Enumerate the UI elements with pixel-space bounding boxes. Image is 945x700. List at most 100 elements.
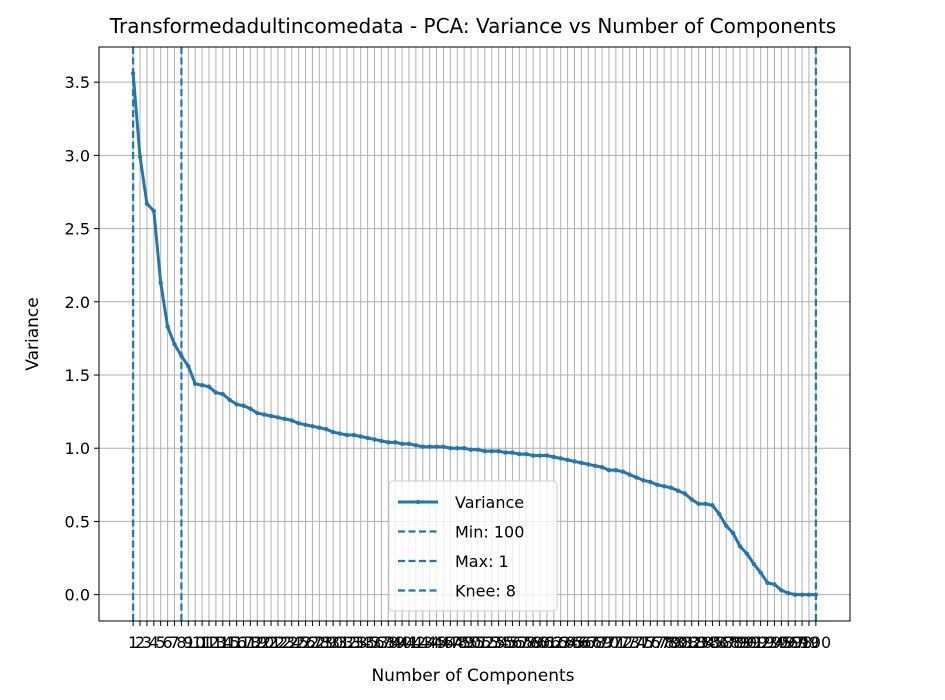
x-tick-label: 22 bbox=[268, 633, 288, 652]
data-point bbox=[813, 592, 819, 597]
x-tick-label: 97 bbox=[785, 633, 805, 652]
x-tick-label: 100 bbox=[801, 633, 832, 652]
x-tick-label: 90 bbox=[737, 633, 757, 652]
x-tick-label: 4 bbox=[149, 633, 159, 652]
data-point bbox=[337, 431, 343, 436]
data-point bbox=[241, 403, 246, 408]
data-point bbox=[179, 353, 184, 359]
data-point bbox=[441, 444, 446, 449]
data-point bbox=[193, 381, 198, 386]
data-point bbox=[682, 491, 688, 496]
data-point bbox=[599, 465, 605, 470]
x-tick-label: 43 bbox=[413, 633, 433, 652]
y-axis-ticks: 0.0 0.5 1.0 1.5 2.0 2.5 3.0 3.5 bbox=[65, 73, 99, 605]
x-tick-label: 47 bbox=[440, 633, 460, 652]
y-tick-label: 0.5 bbox=[65, 512, 90, 531]
x-tick-label: 84 bbox=[695, 633, 715, 652]
data-point bbox=[344, 432, 350, 438]
x-tick-label: 88 bbox=[723, 633, 743, 652]
legend-label: Variance bbox=[455, 493, 524, 512]
x-tick-label: 86 bbox=[709, 633, 729, 652]
x-tick-label: 50 bbox=[461, 633, 481, 652]
y-axis-label: Variance bbox=[23, 297, 43, 370]
x-tick-label: 72 bbox=[613, 633, 633, 652]
data-point bbox=[310, 424, 315, 429]
data-point bbox=[317, 425, 322, 430]
legend-label: Knee: 8 bbox=[455, 582, 516, 601]
data-point bbox=[517, 451, 522, 457]
x-tick-label: 62 bbox=[544, 633, 564, 652]
data-point bbox=[420, 444, 425, 449]
x-tick-label: 2 bbox=[135, 633, 145, 652]
data-point bbox=[475, 447, 481, 452]
legend-box bbox=[388, 480, 558, 612]
x-tick-label: 82 bbox=[682, 633, 702, 652]
data-point bbox=[413, 443, 419, 448]
y-tick-label: 1.5 bbox=[65, 366, 90, 385]
y-tick-label: 2.5 bbox=[65, 220, 90, 239]
x-axis-label: Number of Components bbox=[371, 666, 574, 686]
x-tick-label: 13 bbox=[206, 633, 226, 652]
data-point bbox=[530, 453, 536, 458]
y-tick-label: 0.0 bbox=[65, 586, 90, 605]
x-tick-label: 3 bbox=[142, 633, 152, 652]
data-point bbox=[324, 426, 329, 432]
x-tick-label: 17 bbox=[233, 633, 253, 652]
x-tick-label: 75 bbox=[633, 633, 653, 652]
x-tick-label: 31 bbox=[330, 633, 350, 652]
x-tick-label: 11 bbox=[192, 633, 212, 652]
data-point bbox=[606, 467, 612, 473]
data-point bbox=[551, 454, 557, 460]
x-tick-label: 60 bbox=[530, 633, 550, 652]
x-axis-ticks: 1234567891011121314151617181920212223242… bbox=[128, 621, 831, 652]
x-tick-label: 91 bbox=[744, 633, 764, 652]
data-point bbox=[675, 488, 681, 493]
data-point bbox=[261, 412, 267, 417]
x-tick-label: 28 bbox=[309, 633, 329, 652]
data-point bbox=[165, 324, 170, 329]
legend-marker bbox=[415, 499, 421, 505]
data-point bbox=[282, 416, 288, 422]
data-point bbox=[399, 441, 405, 447]
data-point bbox=[248, 406, 253, 411]
x-tick-label: 23 bbox=[275, 633, 295, 652]
x-tick-label: 81 bbox=[675, 633, 695, 652]
x-tick-label: 27 bbox=[302, 633, 322, 652]
x-tick-label: 40 bbox=[392, 633, 412, 652]
data-point bbox=[724, 523, 729, 529]
x-tick-label: 32 bbox=[337, 633, 357, 652]
data-point bbox=[806, 592, 812, 597]
x-tick-label: 83 bbox=[688, 633, 708, 652]
x-tick-label: 39 bbox=[385, 633, 405, 652]
data-point bbox=[544, 453, 550, 458]
data-point bbox=[172, 342, 177, 347]
x-tick-label: 69 bbox=[592, 633, 612, 652]
data-point bbox=[275, 415, 281, 420]
data-point bbox=[765, 580, 770, 586]
x-tick-label: 45 bbox=[426, 633, 446, 652]
data-point bbox=[227, 397, 232, 403]
data-point bbox=[668, 485, 674, 490]
x-tick-label: 92 bbox=[751, 633, 771, 652]
x-tick-label: 1 bbox=[128, 633, 138, 652]
x-tick-label: 52 bbox=[475, 633, 495, 652]
data-point bbox=[648, 479, 653, 485]
x-tick-label: 30 bbox=[323, 633, 343, 652]
x-tick-label: 70 bbox=[599, 633, 619, 652]
x-tick-label: 41 bbox=[399, 633, 419, 652]
data-point bbox=[703, 501, 708, 507]
data-point bbox=[661, 484, 667, 489]
data-point bbox=[524, 451, 529, 457]
data-point bbox=[689, 497, 694, 502]
x-tick-label: 18 bbox=[240, 633, 260, 652]
x-tick-label: 24 bbox=[282, 633, 302, 652]
data-point bbox=[144, 201, 150, 206]
x-tick-label: 73 bbox=[619, 633, 639, 652]
data-point bbox=[379, 438, 384, 444]
x-tick-label: 61 bbox=[537, 633, 557, 652]
data-point bbox=[220, 391, 225, 397]
x-tick-label: 66 bbox=[571, 633, 591, 652]
data-point bbox=[303, 422, 308, 427]
data-point bbox=[744, 551, 750, 556]
x-tick-label: 67 bbox=[578, 633, 598, 652]
